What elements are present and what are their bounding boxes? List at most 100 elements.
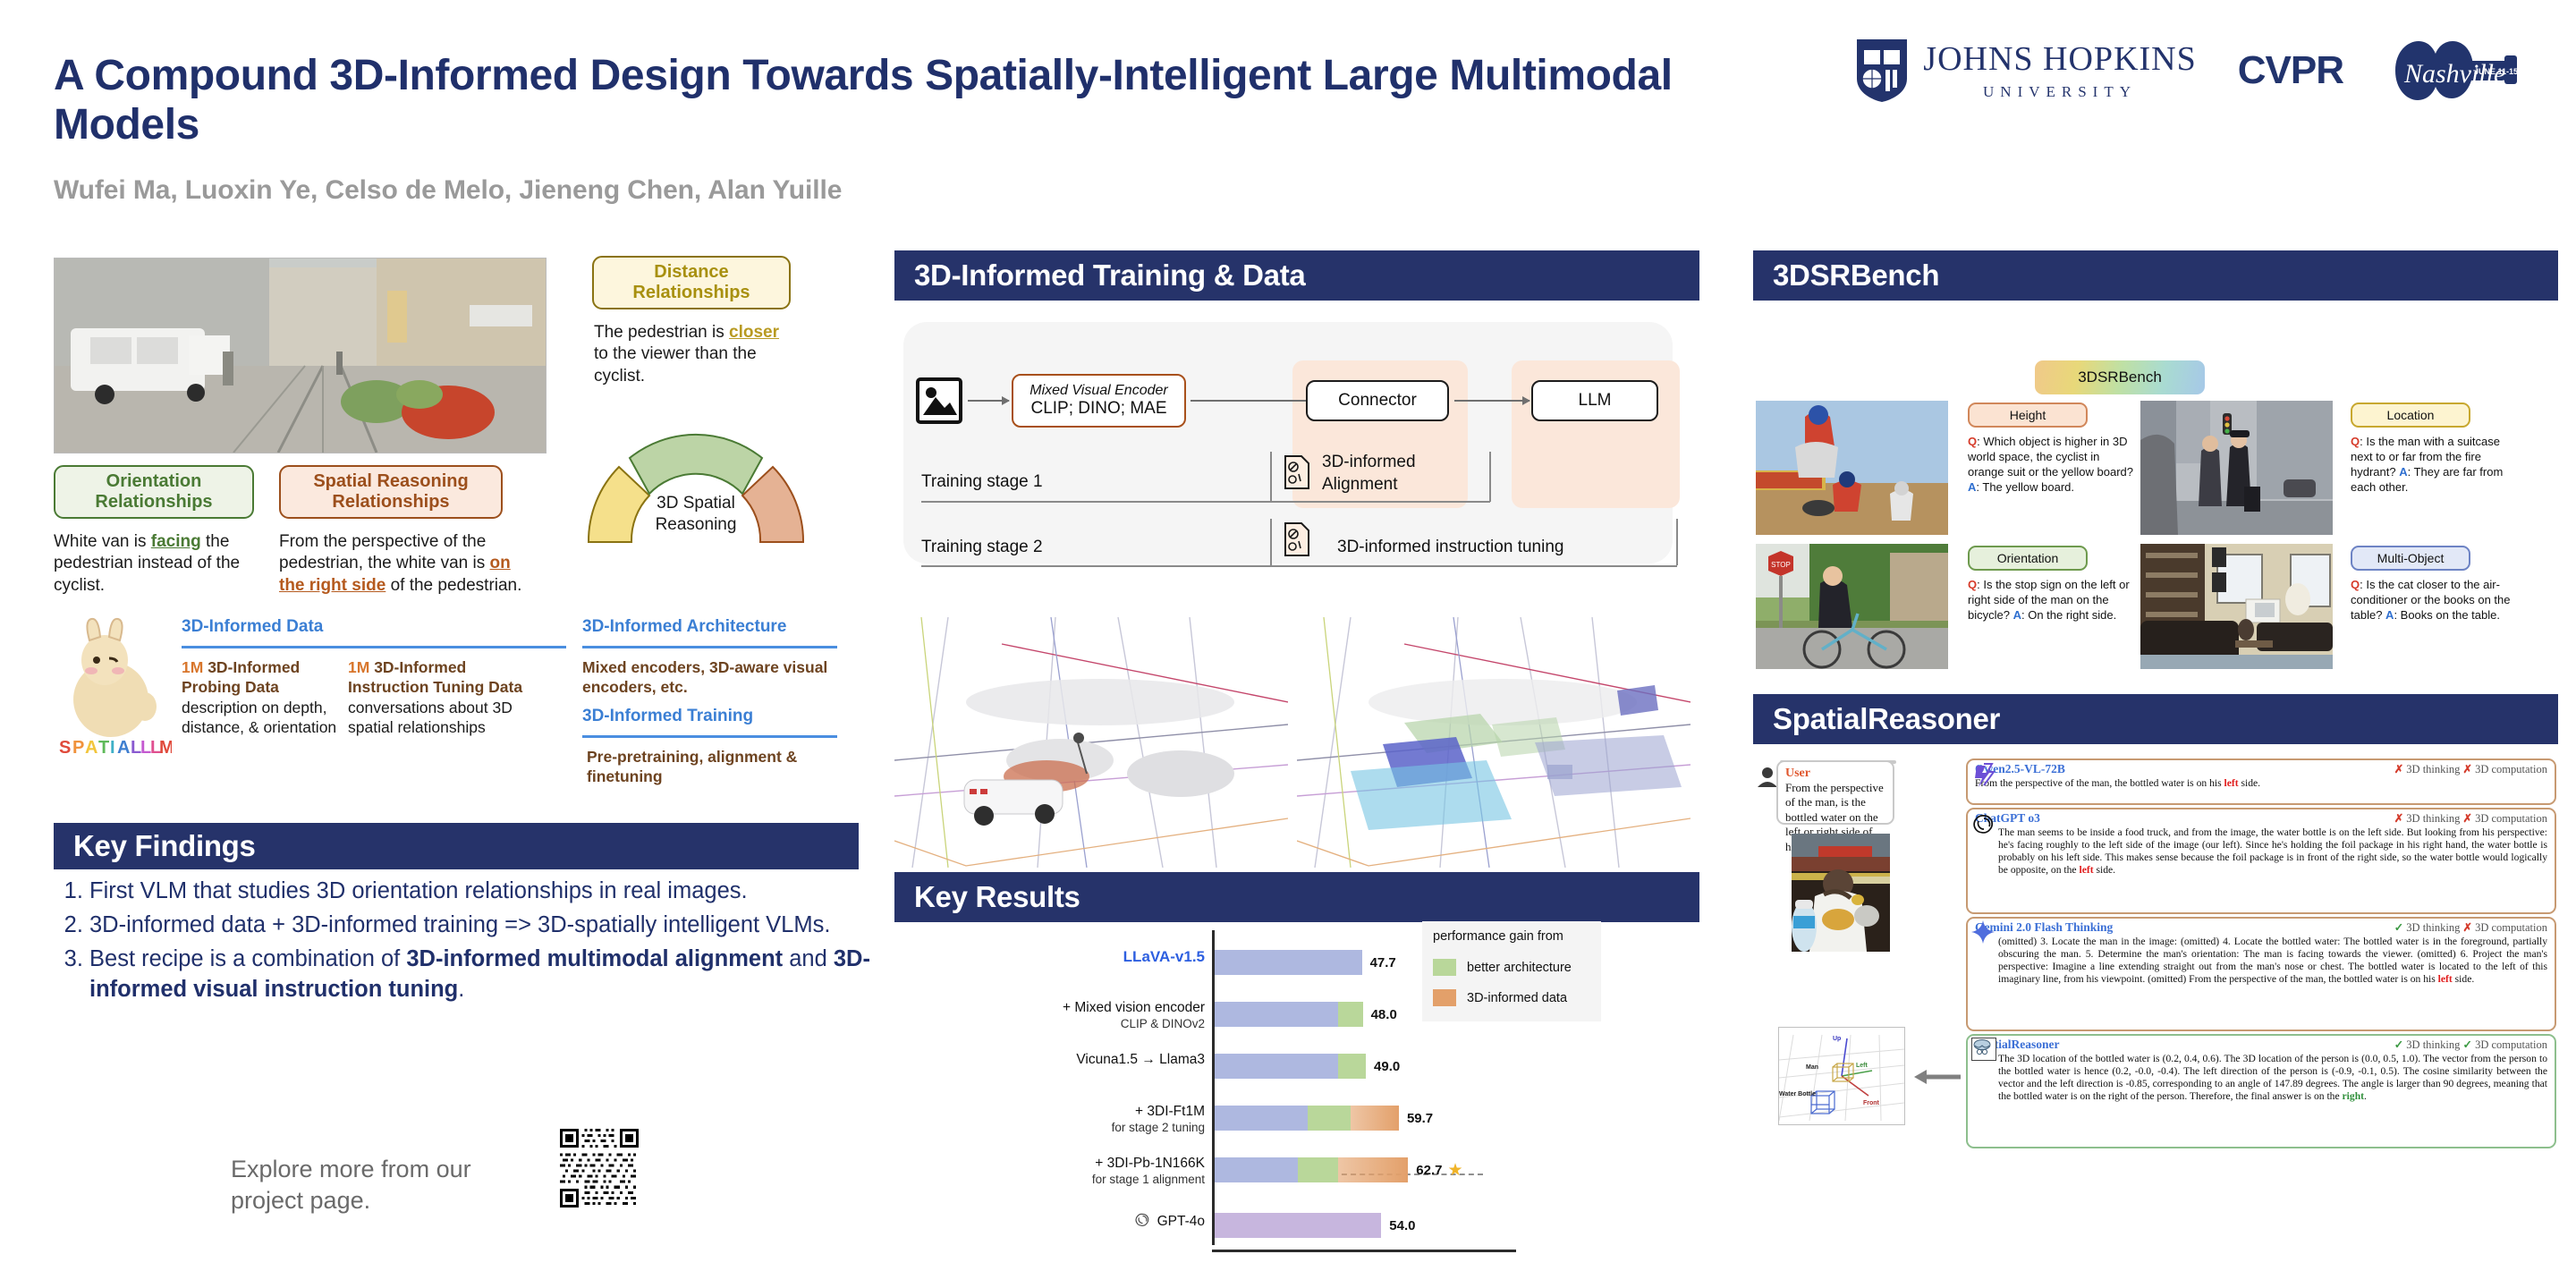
gemini-text-pre: (omitted) 3. Locate the man in the image… — [1998, 936, 2547, 986]
model-response-chatgpt: The man seems to be inside a food truck,… — [1968, 826, 2555, 881]
orientation-relationships-tag: Orientation Relationships — [54, 465, 254, 519]
gemini-text-post: side. — [2452, 973, 2475, 986]
chart-bar-segment — [1350, 1106, 1399, 1131]
author-list: Wufei Ma, Luoxin Ye, Celso de Melo, Jien… — [54, 175, 843, 205]
stage2-right-divider — [1676, 519, 1678, 565]
qwen-computation-label: 3D computation — [2475, 763, 2547, 775]
bench-photo-cyclist-stop: STOP — [1756, 544, 1948, 669]
chart-bar-segment — [1307, 1106, 1351, 1131]
training-heading-rule — [582, 735, 837, 738]
instruction-data-count: 1M — [348, 658, 370, 676]
encoder-models: CLIP; DINO; MAE — [1030, 399, 1167, 418]
finding-2-text: 3D-informed data + 3D-informed training … — [89, 911, 831, 937]
qwen-thinking-label: 3D thinking — [2406, 763, 2461, 775]
stage2-divider — [1270, 519, 1272, 565]
bench-tag-multi-object: Multi-Object — [2351, 546, 2470, 571]
bench-tag-location: Location — [2351, 402, 2470, 428]
chart-bar-row: 59.7 — [1215, 1106, 1433, 1131]
bench-q-text-1: : Is the man with a suitcase next to or … — [2351, 435, 2500, 479]
legend-item-data: 3D-informed data — [1433, 989, 1567, 1006]
connector-label: Connector — [1338, 391, 1417, 410]
gemini-answer-highlight: left — [2437, 973, 2453, 986]
chart-category-label: + 3DI-Pb-1N166K for stage 1 alignment — [1091, 1156, 1205, 1186]
key-results-chart: 47.7 48.0 49.0 59.7 62.7 ★ 54.0 LLaVA-v1.5 + Mi… — [1063, 930, 1516, 1252]
3d-scene-render-right — [1296, 616, 1691, 869]
3d-informed-training-heading: 3D-Informed Training — [582, 707, 754, 725]
bench-a-marker-0: A — [1968, 479, 1977, 494]
key-findings-header-bar: Key Findings — [54, 823, 859, 869]
bench-photo-living-room — [2140, 544, 2333, 669]
project-qr-code[interactable] — [560, 1129, 639, 1208]
encoder-subtitle: Mixed Visual Encoder — [1030, 383, 1168, 398]
stage1-data-icon — [1284, 454, 1310, 490]
model-card-chatgpt-head: ChatGPT o3 ✗ 3D thinking ✗ 3D computatio… — [1968, 809, 2555, 826]
gemini-computation-label: 3D computation — [2475, 921, 2547, 934]
chart-x-axis — [1212, 1250, 1516, 1252]
qwen-thinking-mark: ✗ — [2394, 763, 2404, 775]
bench-photo-street-men — [2140, 401, 2333, 535]
legend-title: performance gain from — [1433, 929, 1563, 944]
probing-data-count: 1M — [182, 658, 204, 676]
bench-q-marker-2: Q — [1968, 578, 1978, 591]
gemini-thinking-mark: ✓ — [2394, 921, 2404, 934]
reasoner-photo-food-truck — [1792, 834, 1890, 952]
chart-bar-segment — [1215, 1213, 1382, 1238]
model-card-gemini-head: Gemini 2.0 Flash Thinking ✓ 3D thinking … — [1968, 919, 2555, 935]
orientation-description: White van is facing the pedestrian inste… — [54, 531, 250, 597]
svg-text:Up: Up — [1833, 1036, 1841, 1042]
jhu-shield-icon — [1857, 39, 1908, 102]
3d-informed-data-heading: 3D-Informed Data — [182, 617, 324, 636]
llm-node: LLM — [1531, 380, 1658, 421]
svg-text:L: L — [140, 738, 151, 758]
explore-project-text: Explore more from our project page. — [231, 1156, 471, 1215]
svg-text:A: A — [117, 738, 130, 758]
3d-informed-instruction-data-block: 1M 3D-Informed Instruction Tuning Data c… — [348, 657, 527, 738]
chatgpt-text-pre: The man seems to be inside a food truck,… — [1998, 826, 2547, 877]
bench-qa-multi-object: Q: Is the cat closer to the air-conditio… — [2351, 578, 2517, 623]
training-stage-2-value: 3D-informed instruction tuning — [1337, 538, 1564, 556]
reasoner-title: SpatialReasoner — [1773, 702, 2001, 735]
sr-text-pre: The 3D location of the bottled water is … — [1998, 1053, 2547, 1103]
svg-text:JUNE 11-15, 2025: JUNE 11-15, 2025 — [2474, 67, 2522, 76]
page-title: A Compound 3D-Informed Design Towards Sp… — [54, 52, 1673, 148]
chart-bar-value: 47.7 — [1369, 954, 1396, 970]
chart-bar-value: 59.7 — [1406, 1110, 1434, 1126]
bench-center-badge: 3DSRBench — [2035, 360, 2205, 394]
stage2-bottom-rule — [921, 565, 1677, 567]
chart-category-label: LLaVA-v1.5 — [1123, 948, 1205, 965]
svg-text:Man: Man — [1806, 1064, 1818, 1071]
key-results-header-bar: Key Results — [894, 872, 1699, 922]
chatgpt-thinking-mark: ✗ — [2394, 812, 2404, 825]
qwen-text-post: side. — [2238, 777, 2261, 789]
gemini-thinking-label: 3D thinking — [2406, 921, 2461, 934]
chatgpt-text-post: side. — [2093, 864, 2116, 877]
bench-q-marker-0: Q — [1968, 435, 1978, 448]
training-title: 3D-Informed Training & Data — [914, 258, 1306, 292]
probing-data-desc: description on depth, distance, & orient… — [182, 698, 337, 737]
bench-q-text-0: : Which object is higher in 3D world spa… — [1968, 435, 2134, 479]
bench-a-marker-3: A — [2385, 607, 2394, 622]
model-flags-chatgpt: ✗ 3D thinking ✗ 3D computation — [2394, 811, 2547, 826]
svg-text:I: I — [110, 738, 115, 758]
svg-text:L: L — [150, 738, 161, 758]
sr-computation-label: 3D computation — [2475, 1038, 2547, 1051]
chart-category-label: + Mixed vision encoder CLIP & DINOv2 — [1063, 1000, 1205, 1030]
model-name-gemini: Gemini 2.0 Flash Thinking — [1975, 920, 2114, 934]
cvpr-guitar-icon: JUNE 11-15, 2025 Nashville — [2343, 36, 2522, 106]
street-scene-photo — [54, 258, 547, 453]
model-flags-spatialreasoner: ✓ 3D thinking ✓ 3D computation — [2394, 1038, 2547, 1052]
chart-best-star-icon: ★ — [1447, 1160, 1463, 1180]
arrow-connector-to-llm — [1454, 396, 1530, 405]
legend-label-architecture: better architecture — [1467, 960, 1572, 975]
spatial-desc-pre: From the perspective of the pedestrian, … — [279, 532, 490, 573]
finding-item-2: 3D-informed data + 3D-informed training … — [89, 911, 886, 941]
bench-a-text-1: : They are far from each other. — [2351, 464, 2504, 494]
3d-informed-probing-data-block: 1M 3D-Informed Probing Data description … — [182, 657, 341, 738]
bench-q-marker-1: Q — [2351, 435, 2360, 448]
key-results-title: Key Results — [914, 880, 1080, 913]
bench-q-text-2: : Is the stop sign on the left or right … — [1968, 578, 2130, 622]
model-card-chatgpt: ChatGPT o3 ✗ 3D thinking ✗ 3D computatio… — [1966, 808, 2556, 914]
chart-bar-segment — [1338, 1002, 1363, 1027]
mixed-visual-encoder-node: Mixed Visual Encoder CLIP; DINO; MAE — [1012, 374, 1186, 428]
model-response-gemini: (omitted) 3. Locate the man in the image… — [1968, 935, 2555, 990]
